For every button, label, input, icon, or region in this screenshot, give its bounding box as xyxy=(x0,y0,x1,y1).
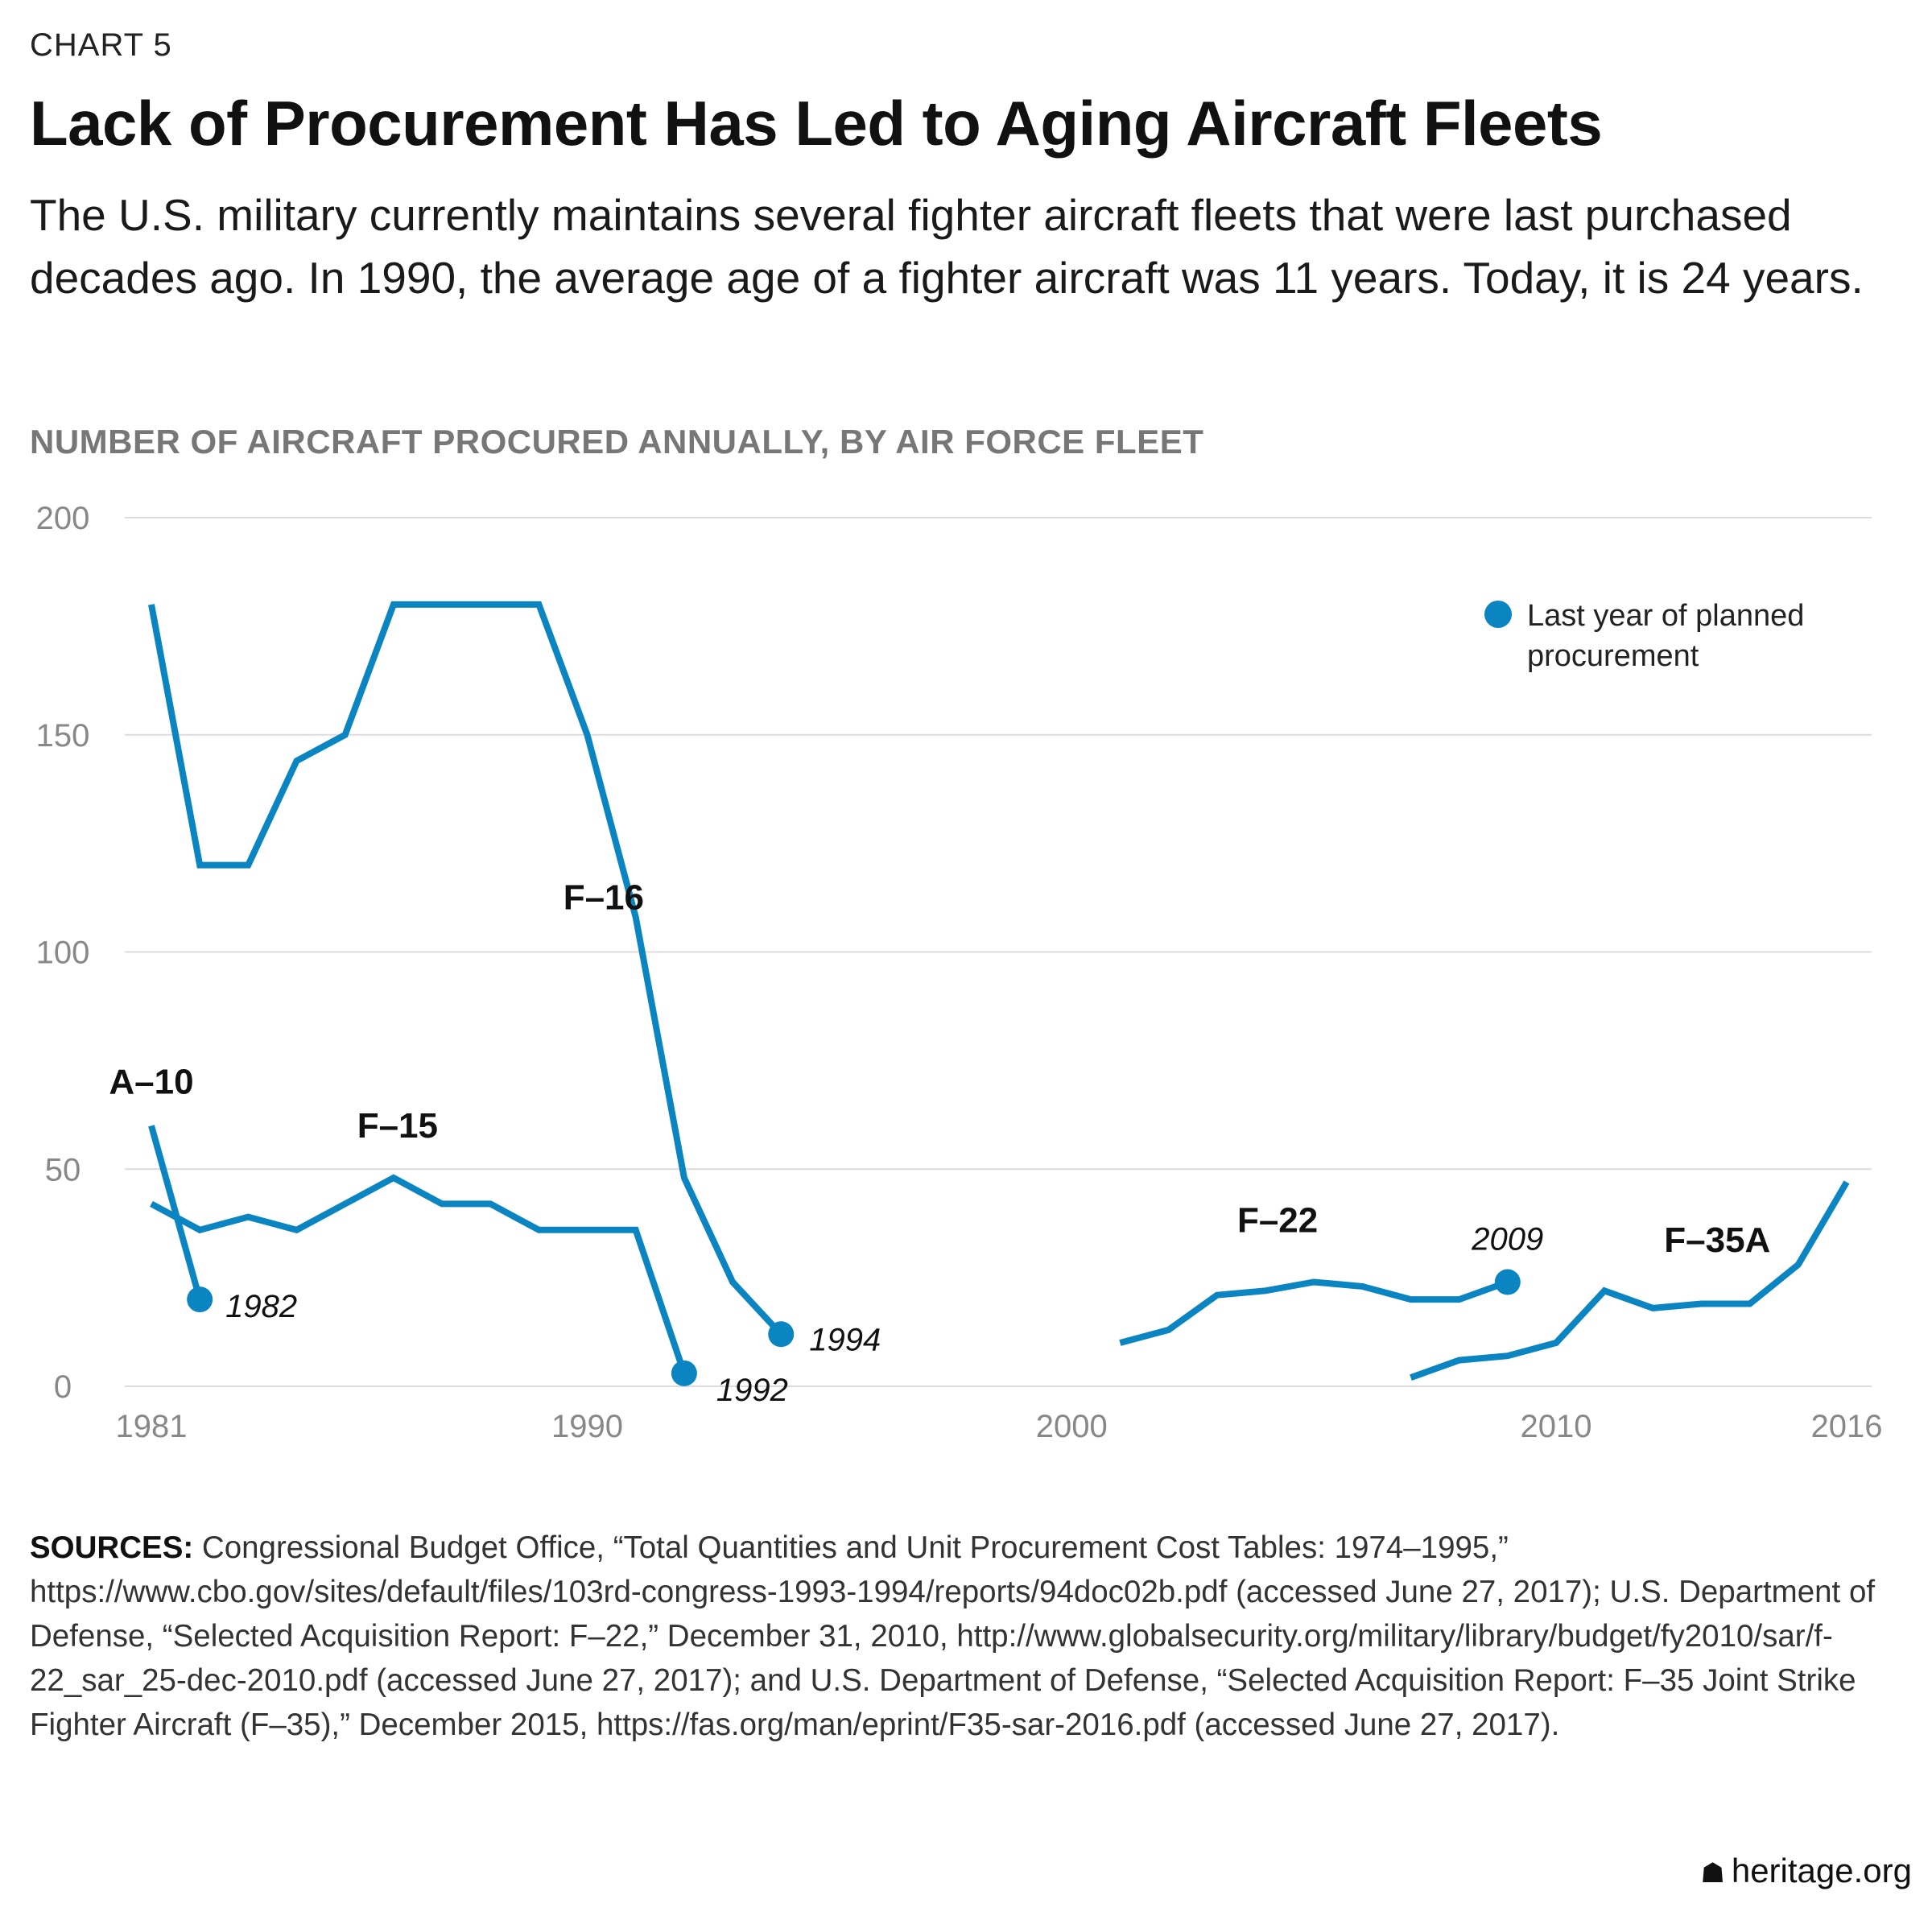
series-line-4 xyxy=(1410,1180,1850,1381)
x-axis-ticks: 1981 1990 2000 2010 2016 xyxy=(116,1409,1883,1444)
x-tick-label: 2016 xyxy=(1811,1409,1883,1444)
x-tick-label: 2000 xyxy=(1036,1409,1108,1444)
sources-note: SOURCES: Congressional Budget Office, “T… xyxy=(30,1526,1905,1747)
legend-label: Last year of planned procurement xyxy=(1527,599,1813,673)
series-name-label: F–16 xyxy=(564,878,644,917)
y-tick-label: 100 xyxy=(36,935,90,971)
chart-heading: NUMBER OF AIRCRAFT PROCURED ANNUALLY, BY… xyxy=(30,423,1204,460)
series-name-label: A–10 xyxy=(109,1062,193,1101)
bell-icon: ☗ xyxy=(1700,1858,1725,1889)
marker-year-label: 1982 xyxy=(225,1289,297,1324)
end-marker xyxy=(671,1360,697,1386)
series-name-label: F–35A xyxy=(1664,1220,1770,1260)
series-line-3 xyxy=(1119,1278,1509,1346)
series-line-0 xyxy=(148,601,784,1337)
x-tick-label: 2010 xyxy=(1520,1409,1591,1444)
legend: Last year of planned procurement xyxy=(1484,599,1813,673)
sources-text: Congressional Budget Office, “Total Quan… xyxy=(30,1530,1876,1742)
legend-marker-icon xyxy=(1484,601,1512,628)
end-marker xyxy=(1494,1269,1521,1295)
chart-number-label: CHART 5 xyxy=(30,27,172,63)
gridlines xyxy=(125,517,1872,1387)
marker-year-label: 1994 xyxy=(809,1322,881,1357)
series-line-2 xyxy=(150,1174,687,1375)
y-tick-label: 50 xyxy=(45,1152,81,1187)
series-name-label: F–22 xyxy=(1237,1201,1318,1241)
end-markers xyxy=(187,1269,1521,1386)
brand-name: heritage.org xyxy=(1731,1852,1912,1889)
chart-subtitle: The U.S. military currently maintains se… xyxy=(30,190,1864,303)
marker-year-label: 2009 xyxy=(1471,1222,1543,1257)
marker-year-label: 1992 xyxy=(716,1373,788,1408)
y-axis-ticks: 0 50 100 150 200 xyxy=(36,501,90,1405)
line-chart: 0 50 100 150 200 1981 1990 2000 2010 2016 F–16 19… xyxy=(36,501,1883,1444)
y-tick-label: 200 xyxy=(36,501,90,536)
y-tick-label: 150 xyxy=(36,718,90,754)
sources-label: SOURCES: xyxy=(30,1530,194,1565)
series-lines xyxy=(148,601,1850,1381)
brand-footer: ☗ heritage.org xyxy=(1700,1852,1912,1890)
end-marker xyxy=(187,1286,213,1313)
y-tick-label: 0 xyxy=(54,1369,72,1405)
series-labels: F–16 1994 A–10 1982 F–15 1992 F–22 2009 F–35A xyxy=(109,878,1770,1407)
page-title: Lack of Procurement Has Led to Aging Air… xyxy=(30,88,1603,159)
x-tick-label: 1981 xyxy=(116,1409,188,1444)
series-name-label: F–15 xyxy=(357,1106,438,1146)
end-marker xyxy=(768,1321,795,1348)
x-tick-label: 1990 xyxy=(551,1409,623,1444)
series-line-1 xyxy=(148,1125,204,1301)
